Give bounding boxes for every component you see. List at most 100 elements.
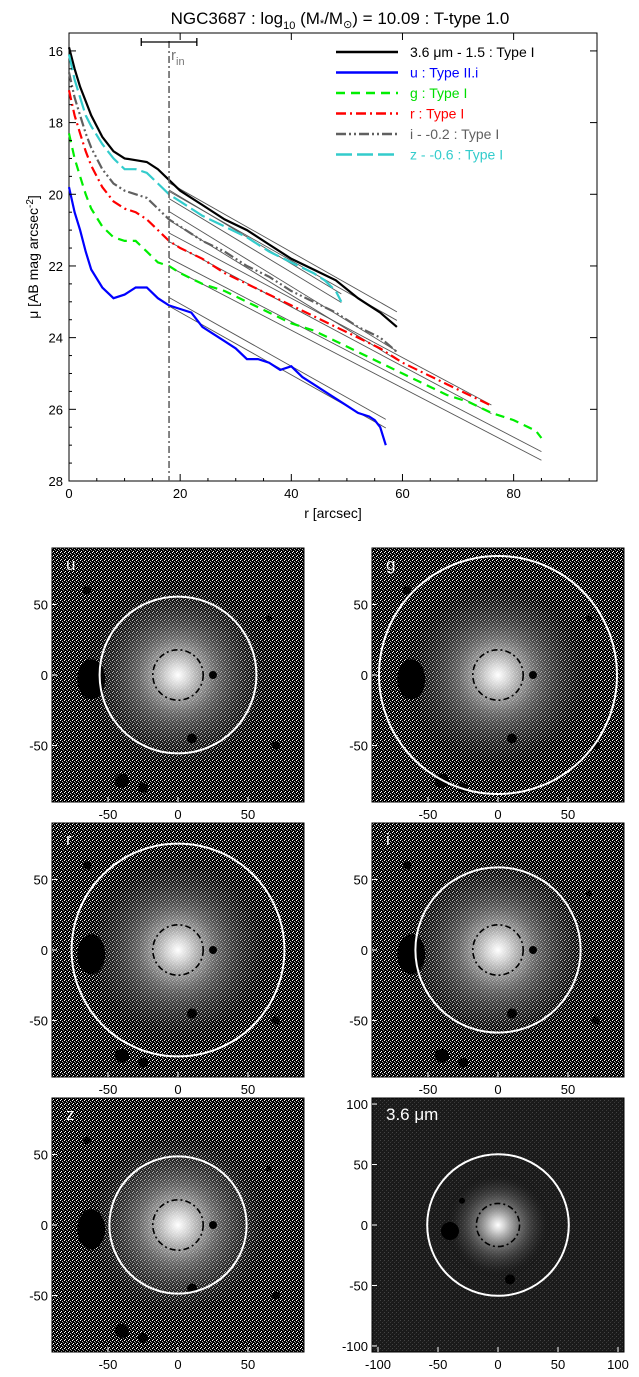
mask-blob bbox=[272, 741, 280, 750]
y-tick-label: 24 bbox=[49, 331, 63, 346]
y-tick-label: 18 bbox=[49, 116, 63, 131]
x-tick-label: 0 bbox=[65, 486, 72, 501]
mask-blob bbox=[507, 1008, 517, 1019]
mask-blob bbox=[403, 861, 411, 870]
x-axis-title: r [arcsec] bbox=[304, 505, 362, 521]
mask-blob bbox=[115, 1323, 129, 1338]
outer-radius-circle bbox=[98, 595, 258, 755]
legend-label-5: z - -0.6 : Type I bbox=[410, 147, 503, 163]
inner-radius-circle bbox=[471, 923, 524, 976]
mask-blob bbox=[435, 1048, 449, 1063]
panel-label: i bbox=[386, 830, 390, 849]
series-line-3 bbox=[67, 90, 492, 407]
mask-blob bbox=[586, 890, 592, 897]
panel-y-tick-label: -50 bbox=[29, 739, 48, 754]
fit-line bbox=[168, 257, 542, 453]
mask-blob bbox=[586, 615, 592, 622]
mask-blob bbox=[138, 1057, 148, 1068]
legend-label-0: 3.6 μm - 1.5 : Type I bbox=[410, 44, 535, 60]
legend-label-4: i - -0.2 : Type I bbox=[410, 126, 499, 142]
y-axis-title: μ [AB mag arcsec-2] bbox=[25, 195, 41, 319]
panel-y-tick-label: 0 bbox=[41, 1218, 48, 1233]
panel-x-tick-label: 50 bbox=[561, 1082, 575, 1097]
mask-blob bbox=[187, 733, 197, 744]
mask-blob bbox=[272, 1291, 280, 1300]
mask-blob bbox=[115, 1048, 129, 1063]
mask-blob bbox=[592, 741, 600, 750]
y-tick-label: 28 bbox=[49, 474, 63, 489]
mask-blob bbox=[397, 934, 426, 975]
panel-x-tick-label: 0 bbox=[494, 807, 501, 822]
panel-x-tick-label: 0 bbox=[174, 807, 181, 822]
inner-radius-circle bbox=[152, 648, 205, 701]
panel-x-tick-label: -50 bbox=[99, 1082, 118, 1097]
image-panel-4: z -50 0 50 50 0 -50 bbox=[29, 1097, 305, 1372]
y-tick-label: 22 bbox=[49, 259, 63, 274]
mask-blob bbox=[77, 1209, 106, 1250]
r-in-label: rin bbox=[171, 47, 185, 68]
image-panel-1: g -50 0 50 50 0 -50 bbox=[349, 547, 625, 822]
legend-label-3: r : Type I bbox=[410, 106, 464, 122]
series-line-1 bbox=[67, 186, 387, 446]
series-lines bbox=[67, 47, 543, 446]
panel-x-tick-label: -100 bbox=[365, 1357, 391, 1372]
inner-radius-circle bbox=[152, 923, 205, 976]
mask-blob bbox=[459, 1197, 465, 1204]
panel-x-tick-label: 0 bbox=[174, 1357, 181, 1372]
mask-blob bbox=[138, 782, 148, 793]
mask-blob bbox=[209, 946, 217, 954]
plot-frame bbox=[68, 32, 598, 482]
image-panel-0: u -50 0 50 50 0 -50 bbox=[29, 547, 305, 822]
mask-blob bbox=[272, 1016, 280, 1025]
mask-blob bbox=[138, 1332, 148, 1343]
panel-x-tick-label: -50 bbox=[99, 1357, 118, 1372]
mask-blob bbox=[441, 1222, 459, 1241]
panel-x-tick-label: -50 bbox=[429, 1357, 448, 1372]
inner-radius-circle bbox=[471, 648, 524, 701]
chart-title: NGC3687 : log10 (M*/M⊙) = 10.09 : T-type… bbox=[171, 9, 510, 32]
panel-x-tick-label: 50 bbox=[561, 807, 575, 822]
mask-blob bbox=[187, 1008, 197, 1019]
galaxy-glow bbox=[400, 852, 596, 1048]
mask-blob bbox=[507, 733, 517, 744]
panel-x-tick-label: 0 bbox=[494, 1357, 501, 1372]
panel-x-tick-label: -50 bbox=[419, 1082, 438, 1097]
panel-y-tick-label: 100 bbox=[346, 1097, 368, 1112]
mask-blob bbox=[266, 1165, 272, 1172]
panel-y-tick-label: 50 bbox=[34, 1147, 48, 1162]
panel-y-tick-label: 50 bbox=[354, 872, 368, 887]
fit-lines bbox=[168, 182, 542, 461]
x-axis: 0 20 40 60 80 bbox=[65, 33, 570, 501]
panel-y-tick-label: -50 bbox=[349, 739, 368, 754]
legend-label-1: u : Type II.i bbox=[410, 65, 478, 81]
panel-y-tick-label: -50 bbox=[29, 1289, 48, 1304]
panel-y-tick-label: 50 bbox=[354, 597, 368, 612]
mask-blob bbox=[397, 659, 426, 700]
outer-radius-circle bbox=[108, 1155, 248, 1295]
panel-y-tick-label: 0 bbox=[361, 943, 368, 958]
panel-x-tick-label: 50 bbox=[241, 807, 255, 822]
panel-x-tick-label: 50 bbox=[241, 1082, 255, 1097]
panel-label: r bbox=[66, 830, 72, 849]
y-tick-label: 16 bbox=[49, 44, 63, 59]
mask-blob bbox=[209, 671, 217, 679]
panel-label: g bbox=[386, 555, 395, 574]
fit-line bbox=[168, 266, 542, 461]
panel-y-tick-label: 50 bbox=[34, 597, 48, 612]
galaxy-glow bbox=[80, 577, 276, 773]
panel-x-tick-label: 50 bbox=[551, 1357, 565, 1372]
x-tick-label: 20 bbox=[173, 486, 187, 501]
r-in-marker: rin bbox=[140, 38, 198, 481]
fit-line bbox=[168, 241, 492, 415]
mask-blob bbox=[209, 1221, 217, 1229]
series-line-5 bbox=[67, 54, 343, 303]
outer-radius-circle bbox=[378, 555, 618, 795]
panel-y-tick-label: -50 bbox=[29, 1014, 48, 1029]
panel-x-tick-label: 0 bbox=[494, 1082, 501, 1097]
x-tick-label: 60 bbox=[395, 486, 409, 501]
fit-line bbox=[168, 182, 398, 313]
series-line-4 bbox=[67, 72, 398, 353]
image-panel-2: r -50 0 50 50 0 -50 bbox=[29, 822, 305, 1097]
mask-blob bbox=[529, 946, 537, 954]
